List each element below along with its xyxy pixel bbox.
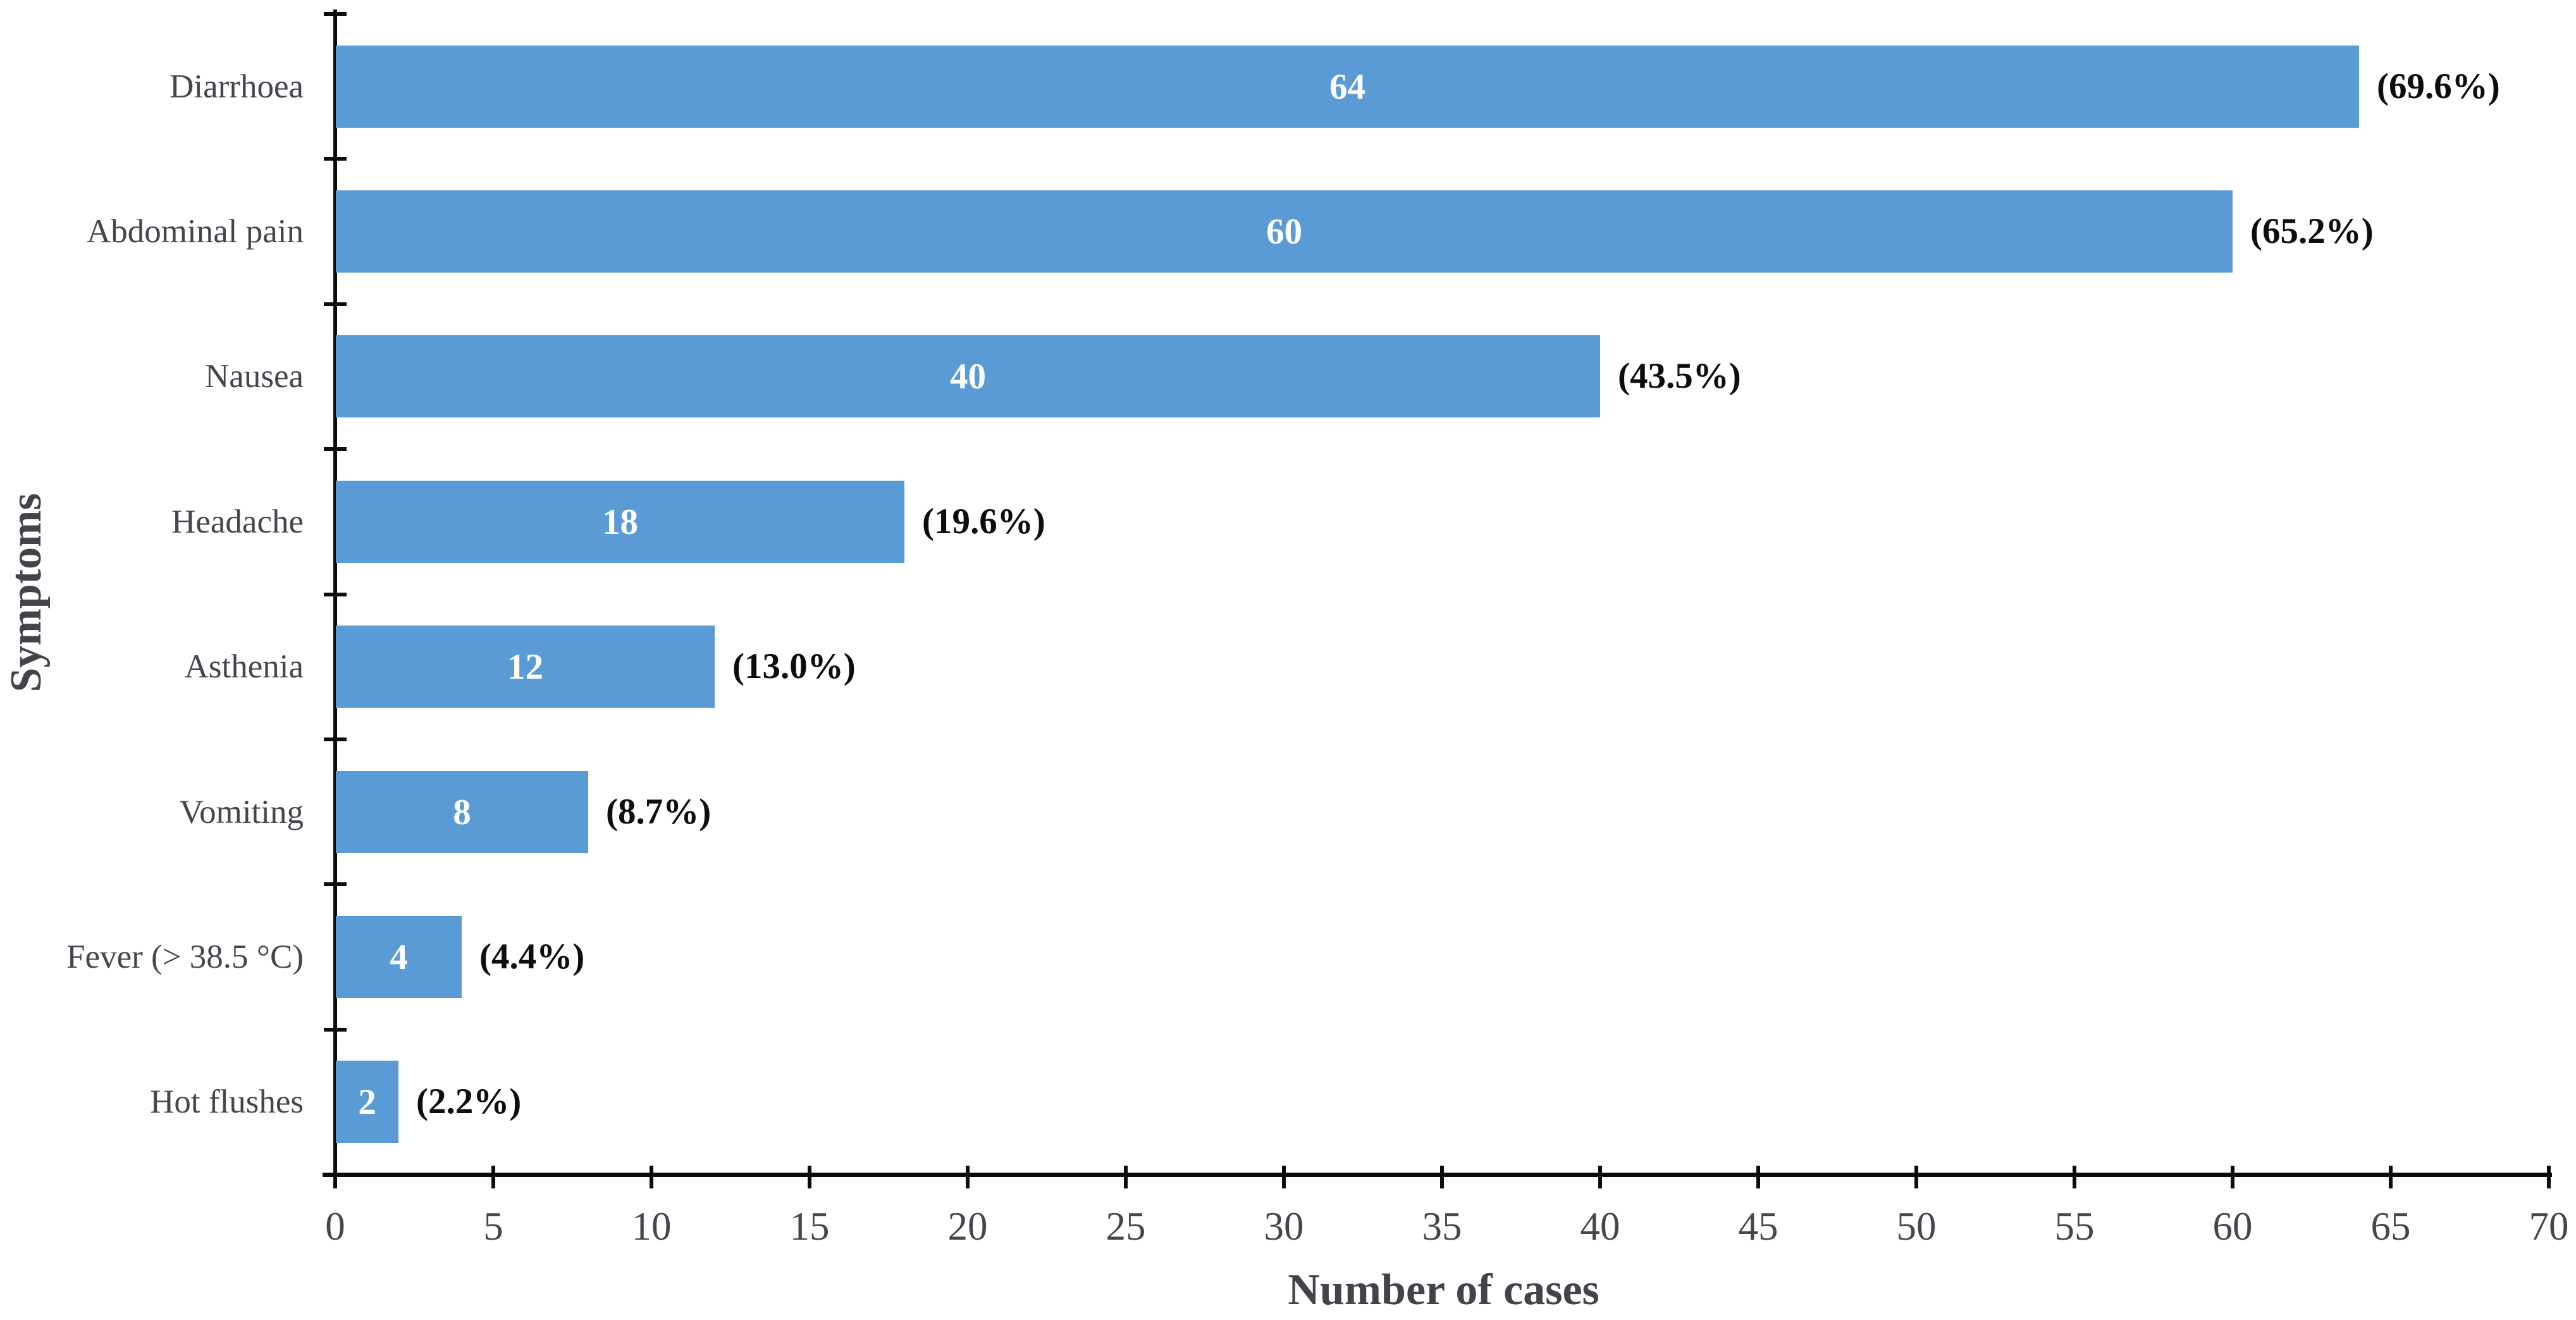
x-tick-label: 15 — [789, 1204, 830, 1249]
x-axis-line — [323, 1173, 2552, 1177]
bar-percent-label: (2.2%) — [416, 1082, 522, 1121]
bar-value-label: 8 — [453, 792, 471, 832]
x-tick — [1124, 1166, 1128, 1188]
bar-percent-label: (43.5%) — [1618, 356, 1741, 396]
x-tick — [2231, 1166, 2234, 1188]
x-tick — [1282, 1166, 1286, 1188]
x-tick-label: 70 — [2529, 1204, 2569, 1249]
category-label: Headache — [171, 503, 304, 540]
y-tick — [324, 593, 347, 596]
x-tick — [1440, 1166, 1444, 1188]
x-tick-label: 40 — [1580, 1204, 1620, 1249]
bar-value-label: 2 — [358, 1082, 376, 1122]
bar: 60 — [336, 190, 2233, 273]
category-label: Asthenia — [184, 648, 304, 685]
x-tick-label: 60 — [2212, 1204, 2253, 1249]
x-tick-label: 65 — [2370, 1204, 2411, 1249]
category-label: Nausea — [205, 358, 304, 395]
bar-value-label: 18 — [602, 502, 638, 542]
x-tick-label: 0 — [325, 1204, 345, 1249]
bar-percent-label: (8.7%) — [606, 792, 712, 832]
bar: 12 — [336, 626, 715, 708]
bar-value-label: 12 — [507, 646, 543, 687]
category-label: Abdominal pain — [87, 213, 304, 250]
x-tick — [333, 1166, 337, 1188]
x-tick — [2547, 1166, 2551, 1188]
x-tick-label: 45 — [1738, 1204, 1778, 1249]
category-label: Vomiting — [179, 794, 304, 830]
x-tick — [1914, 1166, 1918, 1188]
bar: 40 — [336, 335, 1600, 417]
bar-value-label: 40 — [950, 356, 986, 397]
bar-value-label: 60 — [1266, 211, 1302, 252]
x-tick — [1598, 1166, 1602, 1188]
y-tick — [324, 1028, 347, 1032]
bar-percent-label: (69.6%) — [2377, 66, 2500, 106]
x-tick — [2073, 1166, 2076, 1188]
x-tick — [966, 1166, 970, 1188]
x-tick-label: 5 — [483, 1204, 503, 1249]
x-axis-title: Number of cases — [1288, 1266, 1599, 1314]
x-tick — [650, 1166, 653, 1188]
category-label: Diarrhoea — [169, 68, 304, 105]
bar: 2 — [336, 1061, 398, 1143]
bar: 64 — [336, 46, 2359, 128]
x-tick — [808, 1166, 811, 1188]
category-label: Fever (> 38.5 °C) — [66, 939, 304, 975]
bar-value-label: 64 — [1329, 66, 1365, 107]
bar-percent-label: (19.6%) — [922, 502, 1045, 541]
bar-percent-label: (13.0%) — [732, 646, 856, 686]
y-tick — [324, 157, 347, 161]
x-tick-label: 35 — [1422, 1204, 1462, 1249]
x-tick-label: 10 — [631, 1204, 672, 1249]
bar: 18 — [336, 481, 904, 563]
x-tick — [491, 1166, 495, 1188]
bar: 4 — [336, 916, 462, 998]
x-tick-label: 55 — [2054, 1204, 2095, 1249]
bar-percent-label: (4.4%) — [479, 937, 585, 977]
category-label: Hot flushes — [150, 1083, 304, 1120]
y-tick — [324, 12, 347, 16]
y-tick — [324, 447, 347, 451]
x-tick — [1756, 1166, 1760, 1188]
bar: 8 — [336, 771, 588, 853]
bar-value-label: 4 — [390, 937, 408, 977]
y-tick — [324, 882, 347, 886]
x-tick-label: 30 — [1264, 1204, 1304, 1249]
x-tick-label: 20 — [947, 1204, 988, 1249]
y-tick — [324, 737, 347, 741]
bar-percent-label: (65.2%) — [2250, 211, 2374, 251]
x-tick-label: 50 — [1896, 1204, 1937, 1249]
y-tick — [324, 302, 347, 306]
x-tick-label: 25 — [1106, 1204, 1146, 1249]
x-tick — [2389, 1166, 2393, 1188]
